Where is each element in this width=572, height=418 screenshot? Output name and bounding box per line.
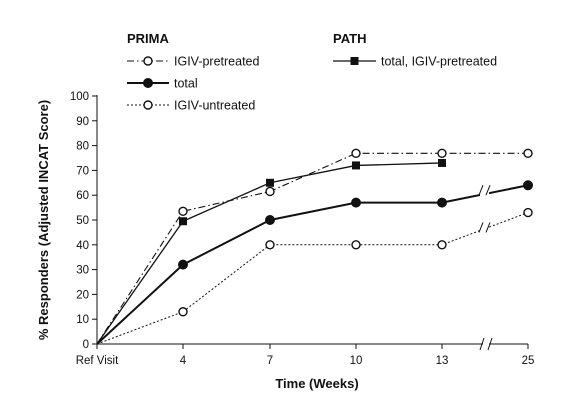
data-point [266,178,274,187]
x-tick-label: 13 [436,355,449,367]
data-point [351,240,361,250]
line-break-mark [485,222,491,233]
data-point [523,148,533,158]
y-tick-label: 80 [76,141,89,153]
x-axis-title: Time (Weeks) [275,376,358,391]
axes: 0 10 20 30 40 50 60 70 80 90 100 Ref Visit 4 7 10 13 25 [70,91,535,367]
markers-layer [178,148,533,317]
data-point [437,197,447,208]
legend-label: total, IGIV-pretreated [381,55,497,69]
legend-label: IGIV-pretreated [174,55,260,69]
x-tick-label: 4 [180,355,187,367]
y-tick-label: 0 [83,339,89,351]
x-axis-break-mark [487,337,493,351]
x-tick-label: 10 [350,355,363,367]
x-tick-label: 25 [522,355,535,367]
x-tick-label: 7 [267,355,273,367]
legend-marker [143,56,153,66]
data-point [351,197,361,208]
legend-marker [143,78,153,88]
y-tick-label: 40 [76,240,89,252]
line-break-gap [480,221,489,234]
legend-label: total [174,77,198,91]
data-point [437,240,447,250]
legend: PRIMA PATH IGIV-pretreated total IGIV-untr… [127,31,497,113]
y-tick-label: 20 [76,289,89,301]
data-point [178,307,188,317]
x-axis-break-mark [479,337,485,351]
y-tick-label: 30 [76,265,89,277]
data-point [351,148,361,158]
series-layer [96,152,529,345]
legend-marker [143,100,153,110]
y-tick-label: 50 [76,215,89,227]
series-line-2 [96,184,529,345]
data-point [265,215,275,225]
legend-marker [350,57,359,65]
data-point [265,186,275,197]
data-point [265,240,275,250]
y-tick-label: 10 [76,314,89,326]
legend-group-title-path: PATH [333,31,366,46]
y-tick-label: 100 [70,91,89,103]
line-break-gap [480,184,489,197]
y-tick-label: 70 [76,165,89,177]
legend-label: IGIV-untreated [174,99,255,113]
y-tick-label: 60 [76,190,89,202]
series-line-3 [96,212,529,345]
line-break-mark [478,222,484,233]
y-tick-label: 90 [76,116,89,128]
data-point [437,148,447,158]
data-point [179,217,187,226]
line-break-mark [478,185,484,196]
data-point [438,158,446,167]
line-break-mark [485,185,491,196]
data-point [178,259,188,270]
y-axis-title: % Responders (Adjusted INCAT Score) [36,100,51,340]
legend-group-title-prima: PRIMA [127,31,170,46]
data-point [523,207,533,218]
data-point [352,161,360,170]
series-line-1 [96,152,528,345]
x-tick-label: Ref Visit [76,355,119,367]
data-point [178,206,188,217]
data-point [523,180,533,191]
